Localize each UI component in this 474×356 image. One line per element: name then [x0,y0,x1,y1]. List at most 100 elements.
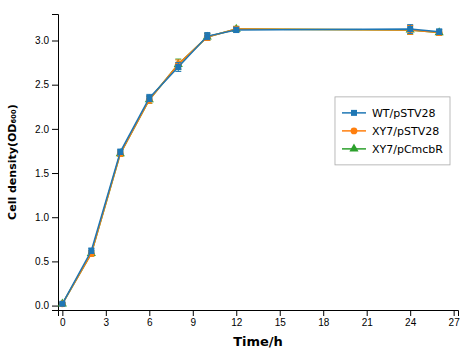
marker [87,248,96,256]
error-bar [175,59,181,70]
x-axis-tick-mark [62,310,63,316]
x-axis-tick: 6 [147,310,153,328]
marker [436,29,443,36]
legend-label: WT/pSTV28 [372,107,436,120]
y-axis-tick: 2.5 [35,79,58,90]
x-axis-tick-mark [410,310,411,316]
y-axis-tick-label: 3.0 [35,35,49,46]
series [59,25,443,307]
error-bar [204,33,210,40]
y-axis-tick: 0.0 [35,300,58,311]
x-axis-tick: 18 [318,310,330,328]
x-axis-tick-mark [149,310,150,316]
y-axis-title: Cell density(OD₆₀₀) [6,104,19,220]
x-axis-tick-label: 21 [362,317,374,328]
marker [175,64,181,70]
error-bar [88,248,94,253]
x-axis-tick-label: 3 [104,317,110,328]
x-axis-tick-label: 24 [405,317,417,328]
x-axis-tick-mark [323,310,324,316]
y-axis-tick: 1.0 [35,212,58,223]
marker [436,29,442,35]
marker [117,149,123,155]
data-area [58,24,444,307]
x-axis-tick: 12 [231,310,243,328]
plot: 0 3 6 9 12 15 18 21 24 27 0.0 0.5 1.0 1.5 2.0 2.5 3.0 WT/… [35,15,460,329]
x-axis-tick-label: 18 [318,317,330,328]
chart: 0 3 6 9 12 15 18 21 24 27 0.0 0.5 1.0 1.5 2.0 2.5 3.0 WT/… [0,0,474,356]
x-axis-tick: 0 [60,310,66,328]
y-axis-tick-mark [52,85,58,86]
x-axis-tick-mark [193,310,194,316]
x-axis-tick-mark [280,310,281,316]
legend: WT/pSTV28 XY7/pSTV28 XY7/pCmcbR [335,97,450,165]
x-axis-tick: 15 [275,310,287,328]
x-axis: 0 3 6 9 12 15 18 21 24 27 [59,310,461,328]
error-bar [407,25,413,34]
y-axis-tick-label: 0.0 [35,300,49,311]
marker [233,27,239,33]
marker [59,300,66,307]
x-axis-tick-mark [236,310,237,316]
marker [204,33,210,39]
marker [59,301,65,307]
x-axis-tick-mark [454,310,455,316]
error-bar [146,94,152,101]
series [59,25,442,307]
y-axis-tick-mark [52,41,58,42]
y-axis-tick-label: 1.0 [35,212,49,223]
x-axis-tick-label: 9 [191,317,197,328]
y-axis-tick: 1.5 [35,168,58,179]
x-axis-tick: 9 [191,310,197,328]
marker [407,26,413,32]
marker [146,95,152,101]
error-bar [175,63,181,72]
marker [88,248,94,254]
marker [233,26,240,33]
x-axis-line [59,311,459,317]
x-axis-tick-label: 15 [275,317,287,328]
line [62,29,439,304]
x-axis-tick-label: 0 [60,317,66,328]
y-axis-tick-label: 0.5 [35,256,49,267]
y-axis-tick-label: 2.5 [35,79,49,90]
x-axis-title: Time/h [233,334,283,349]
y-axis-tick-mark [52,261,58,262]
x-axis-tick-label: 12 [231,317,243,328]
y-axis-tick-mark [52,217,58,218]
x-axis-tick-label: 27 [449,317,461,328]
x-axis-tick-mark [106,310,107,316]
x-axis-tick: 24 [405,310,417,328]
marker [58,299,67,307]
error-bar [407,25,413,34]
legend-label: XY7/pSTV28 [372,125,439,138]
y-axis-tick-mark [52,306,58,307]
error-bar [117,149,123,154]
y-axis-line [52,15,59,311]
y-axis-tick-mark [52,129,58,130]
y-axis-tick: 3.0 [35,35,58,46]
y-axis: 0.0 0.5 1.0 1.5 2.0 2.5 3.0 [35,15,58,312]
y-axis-tick: 2.0 [35,124,58,135]
x-axis-tick: 21 [362,310,374,328]
marker [116,148,125,156]
error-bar [204,33,210,40]
legend-marker [349,144,358,152]
error-bar [233,27,239,32]
y-axis-tick: 0.5 [35,256,58,267]
legend-marker [351,127,358,134]
y-axis-tick-label: 2.0 [35,124,49,135]
line [62,29,439,304]
error-bar [204,33,210,40]
x-axis-tick-mark [367,310,368,316]
y-axis-tick-mark [52,173,58,174]
error-bar [407,25,413,34]
y-axis-tick-label: 1.5 [35,168,49,179]
legend-marker [351,110,357,116]
x-axis-tick-label: 6 [147,317,153,328]
x-axis-tick: 27 [449,310,461,328]
legend-box [335,97,450,165]
legend-label: XY7/pCmcbR [372,143,443,156]
error-bar [436,29,442,34]
x-axis-tick: 3 [104,310,110,328]
